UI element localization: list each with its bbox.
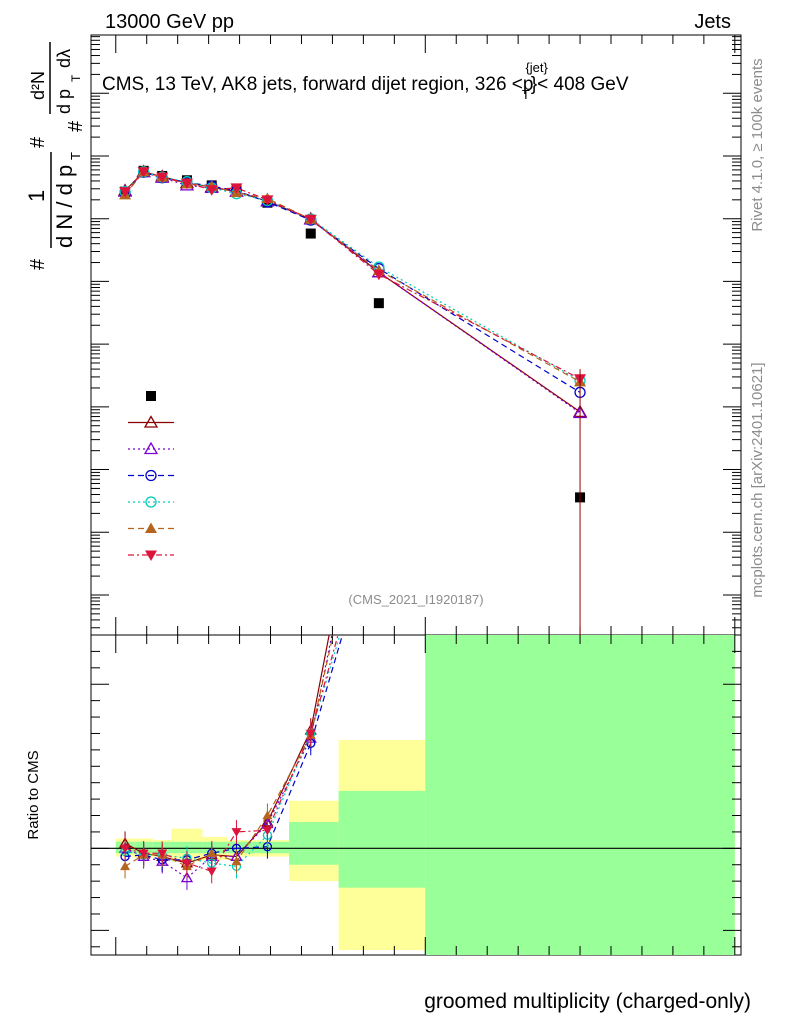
ratio-green-band-5: [227, 841, 252, 854]
main-series-line: [124, 171, 581, 380]
legend: [128, 391, 174, 561]
ratio-axis-ticks: [91, 635, 741, 955]
rivet-watermark: Rivet 4.1.0, ≥ 100k events: [749, 58, 766, 231]
ratio-green-band-9: [425, 635, 735, 955]
ratio-series-line: [124, 635, 344, 861]
y-label-hash-1: #: [27, 258, 49, 270]
y-label-t-sub: T: [68, 152, 83, 160]
main-point: [304, 214, 317, 226]
main-point: [261, 195, 274, 206]
main-series-line: [124, 171, 581, 414]
x-axis-label: groomed multiplicity (charged-only): [424, 990, 751, 1013]
main-series-4: [119, 166, 586, 387]
ratio-point: [305, 729, 316, 739]
main-series-line: [124, 171, 581, 393]
analysis-watermark: (CMS_2021_I1920187): [348, 592, 483, 607]
chart-title-main: CMS, 13 TeV, AK8 jets, forward dijet reg…: [102, 74, 533, 95]
y-label-slash: /: [52, 195, 77, 213]
y-label-dn: d N / d p: [52, 165, 77, 248]
main-point: [305, 228, 316, 239]
main-series-3: [119, 166, 586, 399]
y-label-one: 1: [24, 190, 49, 202]
ratio-series-layer: [118, 635, 344, 890]
main-point: [119, 187, 132, 198]
ratio-green-band-8: [338, 790, 426, 888]
main-point: [137, 167, 150, 178]
main-point: [372, 269, 385, 281]
main-point: [373, 298, 384, 309]
main-series-2: [117, 164, 588, 419]
process-label: Jets: [694, 11, 731, 33]
main-y-axis-label: # 1 d N / d p T # # d²N d p T dλ: [24, 42, 87, 270]
main-series-6: [119, 167, 587, 385]
ratio-green-band-6: [251, 841, 290, 854]
ratio-point: [138, 849, 149, 859]
ratio-point: [231, 828, 242, 837]
ratio-point: [262, 826, 273, 836]
main-series-1: [117, 164, 588, 418]
legend-marker: [146, 391, 156, 401]
main-series-5: [119, 165, 587, 387]
y-label-d: d: [52, 236, 77, 248]
y-label-dpt: d p: [52, 165, 77, 196]
main-point: [205, 185, 218, 196]
ratio-uncertainty-bands: [115, 635, 735, 955]
y-label-hash-2: #: [27, 136, 49, 148]
main-point: [180, 178, 193, 190]
y-label-n: N: [52, 214, 77, 230]
main-point: [156, 172, 169, 184]
ratio-point: [180, 871, 194, 883]
ratio-green-band-7: [289, 822, 339, 865]
ratio-point: [181, 859, 192, 869]
ratio-panel-frame: [90, 634, 742, 956]
mcplots-watermark: mcplots.cern.ch [arXiv:2401.10621]: [749, 362, 766, 597]
ratio-green-band-4: [202, 841, 228, 854]
ratio-series-line: [124, 635, 339, 873]
ratio-point: [262, 810, 273, 820]
main-axis-ticks: [91, 35, 741, 635]
legend-marker: [143, 415, 159, 428]
y-label-t-sub-2: T: [69, 74, 83, 82]
energy-label: 13000 GeV pp: [105, 11, 234, 33]
y-label-hash-3: #: [65, 120, 87, 132]
main-series-line: [124, 171, 581, 383]
chart-title: CMS, 13 TeV, AK8 jets, forward dijet reg…: [102, 60, 629, 102]
ratio-point: [206, 848, 217, 858]
main-series-line: [124, 171, 581, 382]
legend-marker: [145, 550, 157, 561]
ratio-series-line: [124, 635, 341, 868]
ratio-point: [157, 849, 168, 859]
chart-title-sub: T: [522, 87, 530, 102]
legend-marker: [145, 496, 157, 508]
y-label-d2n: d²N: [28, 71, 48, 100]
ratio-y-axis-label: Ratio to CMS: [25, 750, 42, 839]
ratio-point: [120, 861, 131, 871]
ratio-point: [231, 856, 242, 866]
ratio-point: [120, 844, 131, 854]
main-series-0: [120, 165, 586, 503]
legend-marker: [145, 469, 157, 482]
ratio-series-5: [120, 635, 339, 884]
legend-marker: [145, 522, 157, 533]
y-label-dpt-2: d p: [54, 89, 74, 114]
legend-marker: [143, 441, 159, 455]
main-series-layer: [117, 164, 588, 635]
chart-title-sup: {jet}: [525, 60, 548, 75]
ratio-point: [206, 867, 217, 877]
main-series-line: [124, 171, 581, 413]
chart-title-end: }< 408 GeV: [531, 74, 629, 95]
main-panel-frame: [90, 34, 742, 636]
y-label-dlambda: dλ: [54, 49, 74, 68]
main-point: [230, 183, 243, 194]
